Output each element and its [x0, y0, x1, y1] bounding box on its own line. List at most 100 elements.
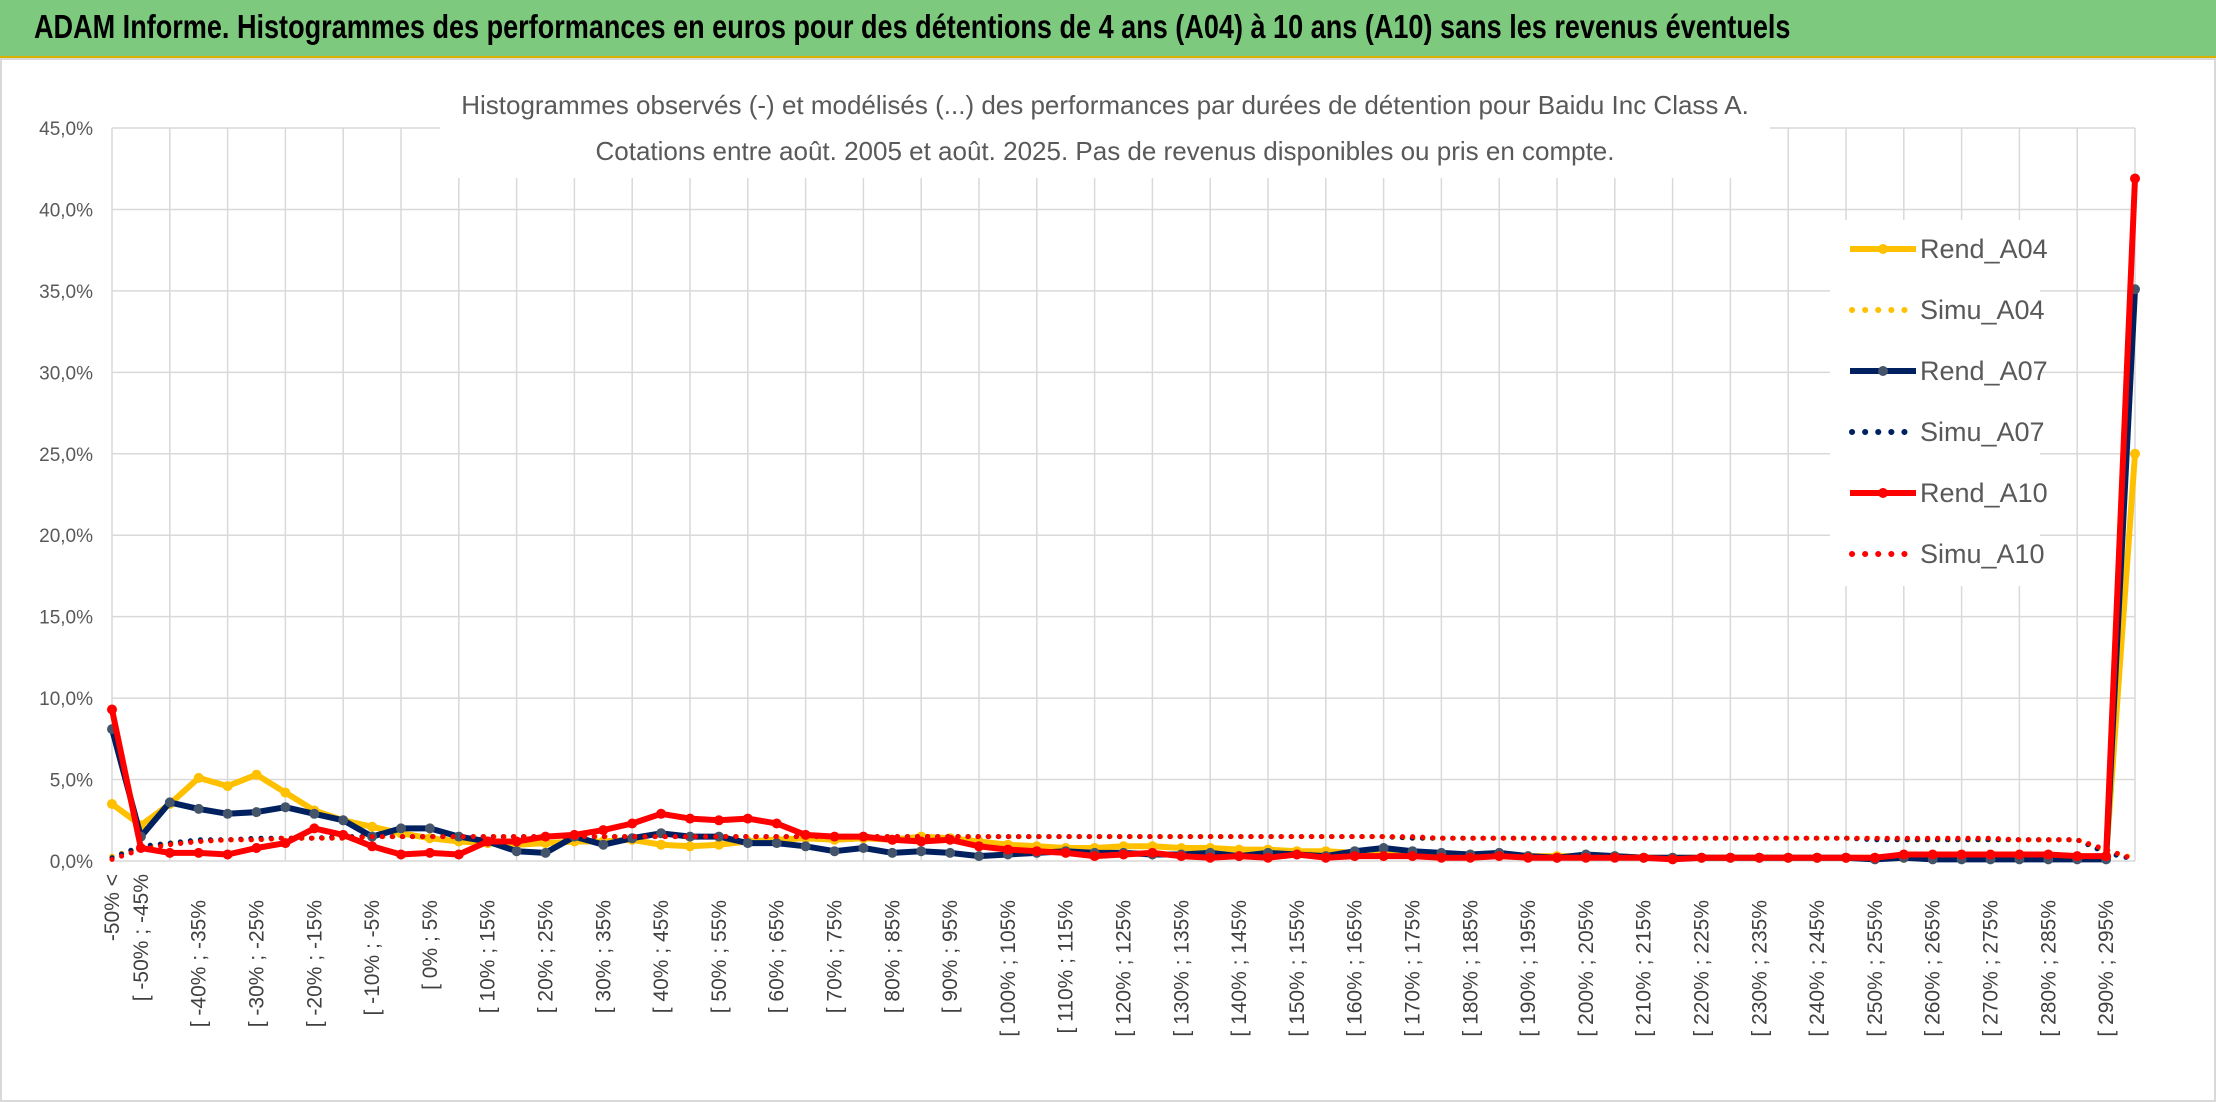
data-point: [1407, 851, 1418, 862]
data-point: [2130, 173, 2140, 184]
data-point: [2043, 849, 2054, 860]
data-point: [1060, 847, 1071, 858]
data-point: [685, 841, 695, 852]
data-point: [107, 799, 117, 809]
data-point: [1841, 852, 1851, 863]
x-tick-label: [ 130% ; 135%: [1170, 900, 1193, 1037]
data-point: [453, 849, 464, 860]
data-point: [2072, 851, 2083, 862]
x-tick-label: [ 70% ; 75%: [824, 900, 847, 1013]
data-point: [1465, 852, 1476, 863]
report-title: ADAM Informe. Histogrammes des performan…: [34, 8, 1791, 45]
data-point: [2130, 448, 2140, 459]
data-point: [1031, 846, 1042, 857]
data-point: [1580, 852, 1591, 863]
data-point: [2101, 851, 2112, 862]
data-point: [280, 802, 291, 813]
data-point: [598, 825, 609, 836]
legend-swatch-rend-a10: [1850, 488, 1916, 498]
data-point: [916, 836, 927, 847]
data-point: [1378, 851, 1389, 862]
data-point: [424, 847, 435, 858]
legend-swatch-rend-a04: [1850, 244, 1916, 254]
x-tick-label: [ 170% ; 175%: [1402, 900, 1425, 1037]
y-tick-label: 45,0%: [39, 119, 93, 140]
data-point: [713, 839, 724, 850]
data-point: [1754, 852, 1765, 863]
data-point: [1436, 852, 1447, 863]
data-point: [2014, 849, 2025, 860]
chart-subtitle: Cotations entre août. 2005 et août. 2025…: [595, 136, 1615, 166]
y-tick-label: 15,0%: [39, 608, 93, 629]
report-banner: ADAM Informe. Histogrammes des performan…: [0, 0, 2216, 58]
data-point: [685, 813, 695, 824]
x-tick-label: [ 290% ; 295%: [2095, 900, 2118, 1037]
x-tick-label: [ -20% ; -15%: [303, 900, 326, 1027]
x-tick-label: [ -30% ; -25%: [246, 900, 269, 1027]
x-tick-label: [ 150% ; 155%: [1286, 900, 1309, 1037]
x-tick-label: [ 120% ; 125%: [1113, 900, 1136, 1037]
legend-label: Simu_A07: [1920, 417, 2045, 447]
x-tick-label: [ 60% ; 65%: [766, 900, 789, 1013]
data-point: [829, 846, 840, 857]
legend-label: Simu_A10: [1920, 539, 2045, 569]
data-point: [1494, 851, 1505, 862]
legend-item-simu-a04: Simu_A04: [1830, 281, 2045, 342]
data-point: [107, 704, 117, 715]
x-tick-label: [ 210% ; 215%: [1633, 900, 1656, 1037]
data-point: [1696, 852, 1707, 863]
y-tick-label: 40,0%: [39, 200, 93, 221]
legend-swatch-simu-a07: [1849, 429, 1918, 435]
data-point: [164, 847, 175, 858]
chart-title-block: Histogrammes observés (-) et modélisés (…: [440, 82, 1770, 178]
legend-label: Rend_A04: [1920, 234, 2048, 264]
legend-item-rend-a07: Rend_A07: [1830, 342, 2048, 403]
data-point: [1927, 849, 1938, 860]
y-tick-label: 10,0%: [39, 689, 93, 710]
data-point: [916, 846, 927, 857]
data-point: [396, 823, 406, 834]
x-tick-label: [ 200% ; 205%: [1575, 900, 1598, 1037]
data-point: [800, 841, 811, 852]
data-point: [482, 836, 493, 847]
chart-grid: [111, 127, 2136, 862]
legend-item-simu-a07: Simu_A07: [1830, 403, 2045, 464]
x-tick-label: [ 90% ; 95%: [939, 900, 962, 1013]
data-point: [1523, 852, 1534, 863]
data-point: [1378, 843, 1389, 853]
y-tick-label: 35,0%: [39, 282, 93, 303]
legend-label: Rend_A10: [1920, 478, 2048, 508]
data-point: [338, 815, 349, 826]
data-point: [742, 813, 753, 824]
data-point: [685, 831, 695, 842]
legend-item-rend-a10: Rend_A10: [1830, 464, 2048, 525]
y-axis: 0,0% 5,0% 10,0% 15,0% 20,0% 25,0% 30,0% 35,0% 40…: [39, 119, 93, 873]
data-point: [713, 831, 724, 842]
x-tick-label: [ 110% ; 115%: [1055, 900, 1078, 1033]
data-point: [280, 838, 291, 849]
data-point: [222, 781, 233, 792]
data-point: [1638, 852, 1649, 863]
data-point: [771, 838, 782, 849]
x-tick-label: [ 230% ; 235%: [1748, 900, 1771, 1037]
x-tick-label: [ 140% ; 145%: [1228, 900, 1251, 1037]
x-tick-label: [ 180% ; 185%: [1459, 900, 1482, 1037]
series-line-simu-a10: [109, 834, 2138, 862]
data-point: [627, 818, 638, 829]
data-point: [1118, 849, 1129, 860]
legend-label: Rend_A07: [1920, 356, 2048, 386]
data-point: [396, 849, 406, 860]
data-point: [1869, 852, 1880, 863]
data-point: [713, 815, 724, 826]
data-point: [367, 841, 378, 852]
x-tick-label: [ 260% ; 265%: [1922, 900, 1945, 1037]
data-point: [540, 847, 551, 858]
data-point: [453, 831, 464, 842]
data-point: [1667, 854, 1678, 865]
data-point: [974, 841, 984, 852]
data-point: [1552, 852, 1562, 863]
data-point: [1234, 851, 1245, 862]
data-point: [193, 803, 204, 814]
data-point: [858, 831, 869, 842]
y-tick-label: 30,0%: [39, 363, 93, 384]
